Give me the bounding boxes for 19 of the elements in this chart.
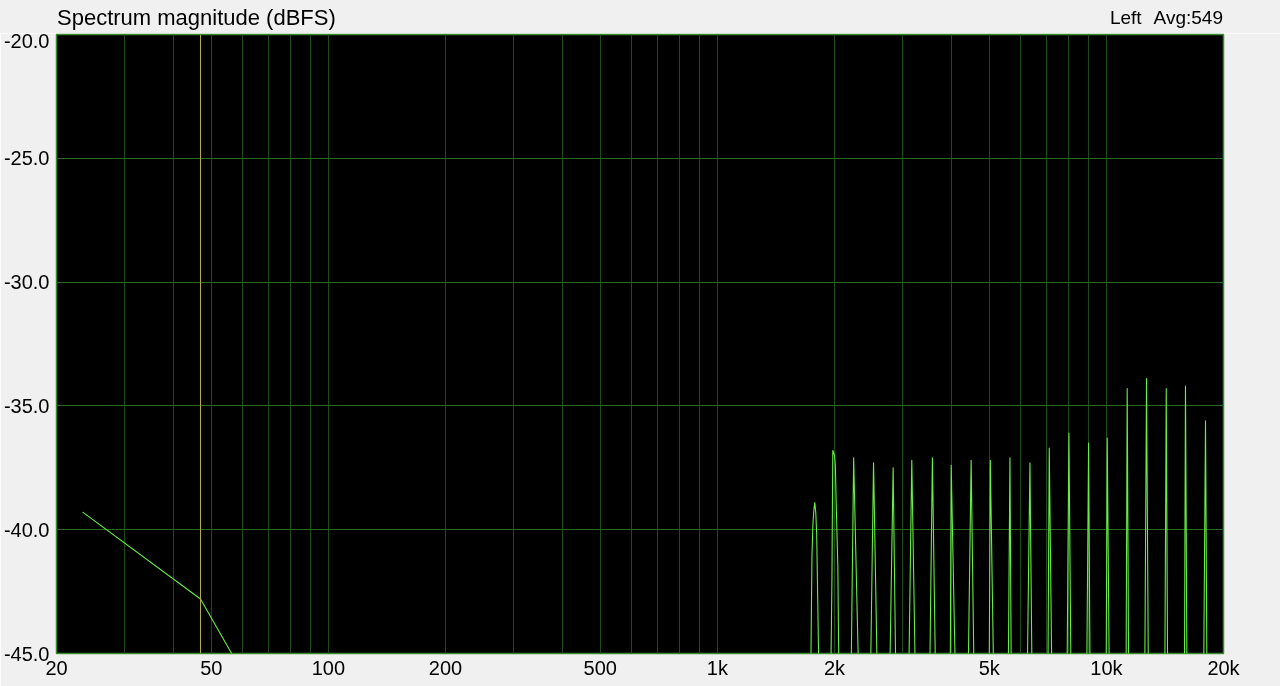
y-tick-label: -20.0 [3,29,50,52]
x-tick-label: 200 [428,656,463,679]
x-tick-label: 1k [706,656,729,679]
text: Avg:549 [1153,7,1223,28]
y-tick-label: -40.0 [3,518,50,541]
text: Left [1109,7,1142,28]
x-tick-label: 50 [200,656,223,679]
x-tick-label: 500 [583,656,617,679]
x-tick-label: 100 [311,656,346,679]
line-series [810,501,820,654]
chart-title: Spectrum magnitude (dBFS) [57,5,336,30]
y-tick-label: -35.0 [3,394,50,417]
x-tick-label: 10k [1090,656,1124,679]
line-series [830,449,840,654]
x-tick-label: 5k [978,656,1001,679]
y-tick-label: -30.0 [3,271,50,294]
y-tick-label: -25.0 [3,147,50,170]
x-tick-label: 2k [823,656,847,679]
x-tick-label: 20k [1207,656,1241,679]
